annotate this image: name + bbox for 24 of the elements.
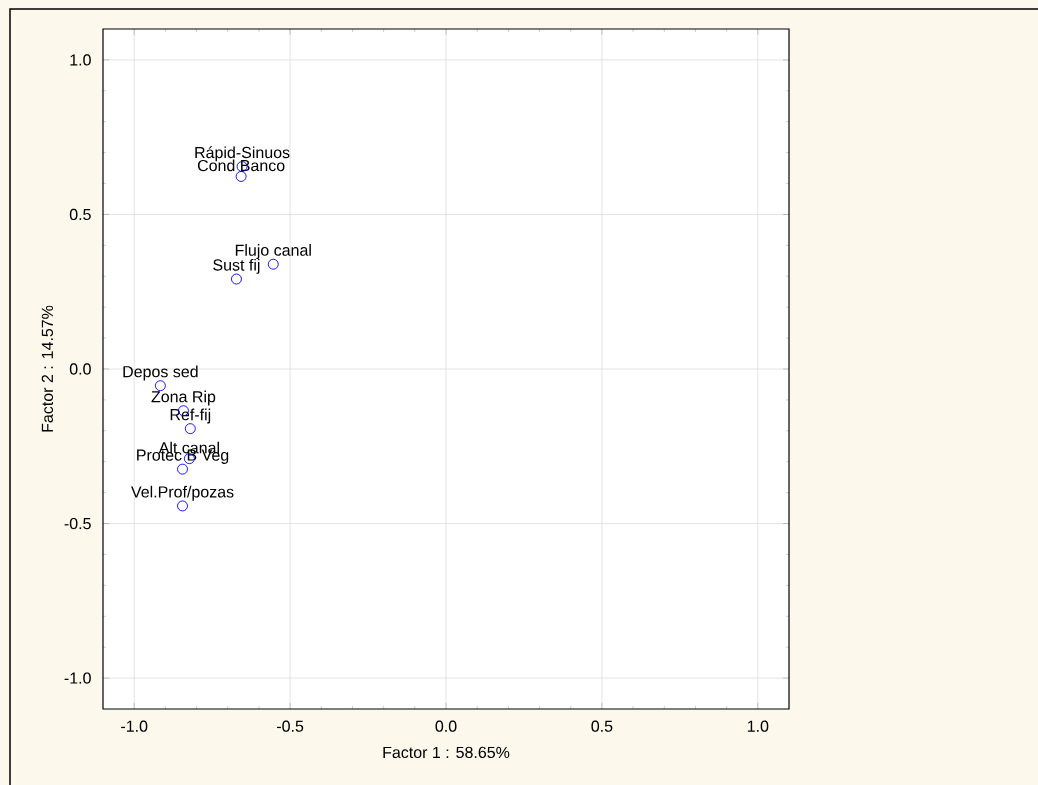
x-tick-label: -1.0 bbox=[121, 720, 148, 732]
y-axis-title: Factor 2 : 14.57% bbox=[41, 305, 54, 432]
annotation: Flujo canal bbox=[235, 244, 311, 260]
x-tick-label: -0.5 bbox=[277, 720, 304, 732]
annotation: Zona Rip bbox=[151, 390, 216, 406]
x-tick-label: 0.5 bbox=[591, 720, 613, 732]
annotation: Sust fij bbox=[213, 258, 260, 274]
y-tick-label: 0.5 bbox=[69, 208, 91, 221]
annotation: Ref-fij bbox=[170, 408, 211, 424]
y-tick-label: 1.0 bbox=[70, 54, 91, 66]
x-tick-label: 0.0 bbox=[435, 720, 457, 732]
point bbox=[177, 500, 188, 512]
y-tick-label: -1.0 bbox=[64, 672, 91, 684]
point bbox=[235, 170, 247, 182]
x-tick-label: 1.0 bbox=[747, 720, 769, 732]
point bbox=[177, 463, 188, 475]
point bbox=[184, 423, 196, 435]
y-tick-label: 0.0 bbox=[69, 363, 91, 375]
annotation: Depos sed bbox=[123, 365, 198, 381]
point bbox=[267, 258, 279, 270]
y-tick-label: -0.5 bbox=[64, 517, 91, 530]
annotation: Vel.Prof/pozas bbox=[131, 485, 234, 501]
point bbox=[231, 273, 242, 285]
x-axis-title: Factor 1 : 58.65% bbox=[383, 746, 510, 759]
